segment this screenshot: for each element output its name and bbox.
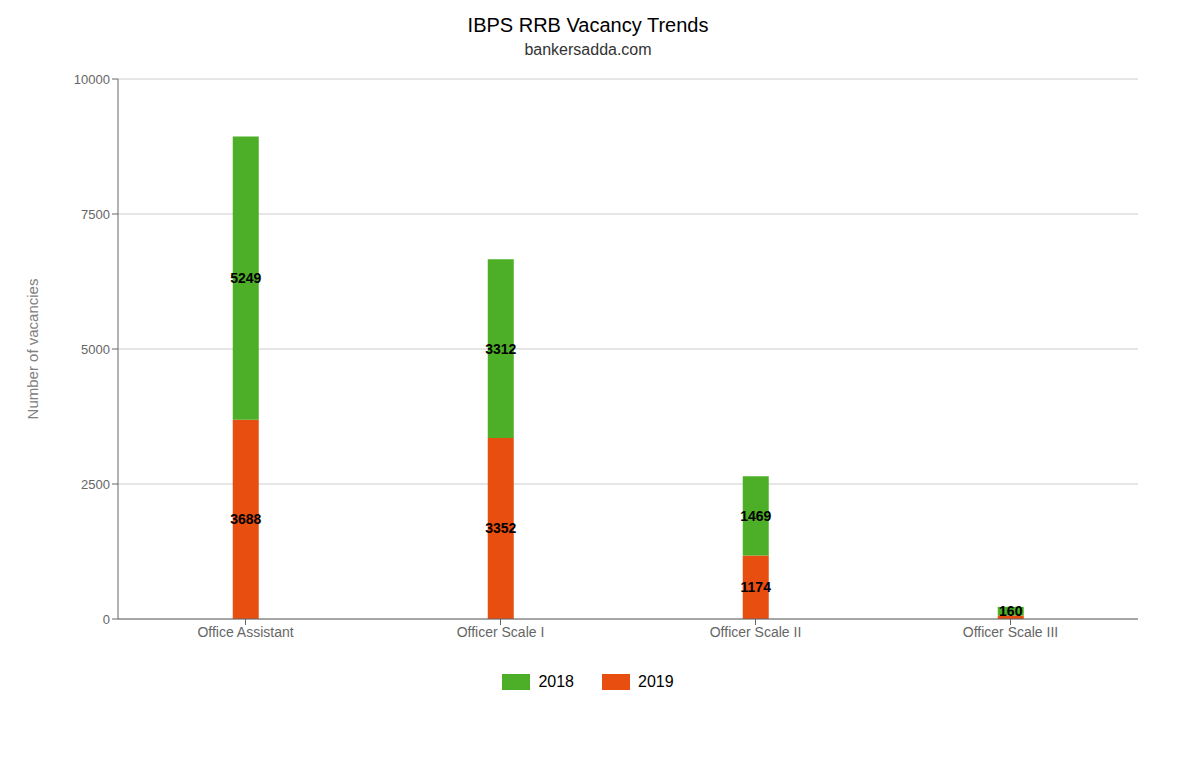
html-text:IBPS RRB Vacancy Trends: IBPS RRB Vacancy Trends — [467, 14, 709, 36]
svg-text:3352: 3352 — [485, 520, 516, 536]
svg-text:5000: 5000 — [81, 342, 110, 357]
svg-text:Officer Scale II: Officer Scale II — [710, 624, 802, 640]
svg-text:3312: 3312 — [485, 341, 516, 357]
html-text:bankersadda.com: bankersadda.com — [524, 41, 652, 58]
svg-text:10000: 10000 — [74, 72, 110, 87]
svg-text:0: 0 — [103, 612, 110, 627]
html-text:2018: 2018 — [538, 673, 574, 690]
svg-text:2500: 2500 — [81, 477, 110, 492]
svg-text:Office Assistant: Office Assistant — [197, 624, 293, 640]
svg-text:1469: 1469 — [740, 508, 771, 524]
svg-text:1174: 1174 — [741, 579, 772, 595]
svg-text:Officer Scale III: Officer Scale III — [963, 624, 1058, 640]
svg-text:7500: 7500 — [81, 207, 110, 222]
svg-text:5249: 5249 — [230, 270, 261, 286]
html-text:2019: 2019 — [638, 673, 674, 690]
svg-text:Number of vacancies: Number of vacancies — [24, 279, 41, 420]
svg-text:160: 160 — [999, 603, 1023, 619]
svg-text:Officer Scale I: Officer Scale I — [457, 624, 545, 640]
svg-text:3688: 3688 — [230, 511, 261, 527]
